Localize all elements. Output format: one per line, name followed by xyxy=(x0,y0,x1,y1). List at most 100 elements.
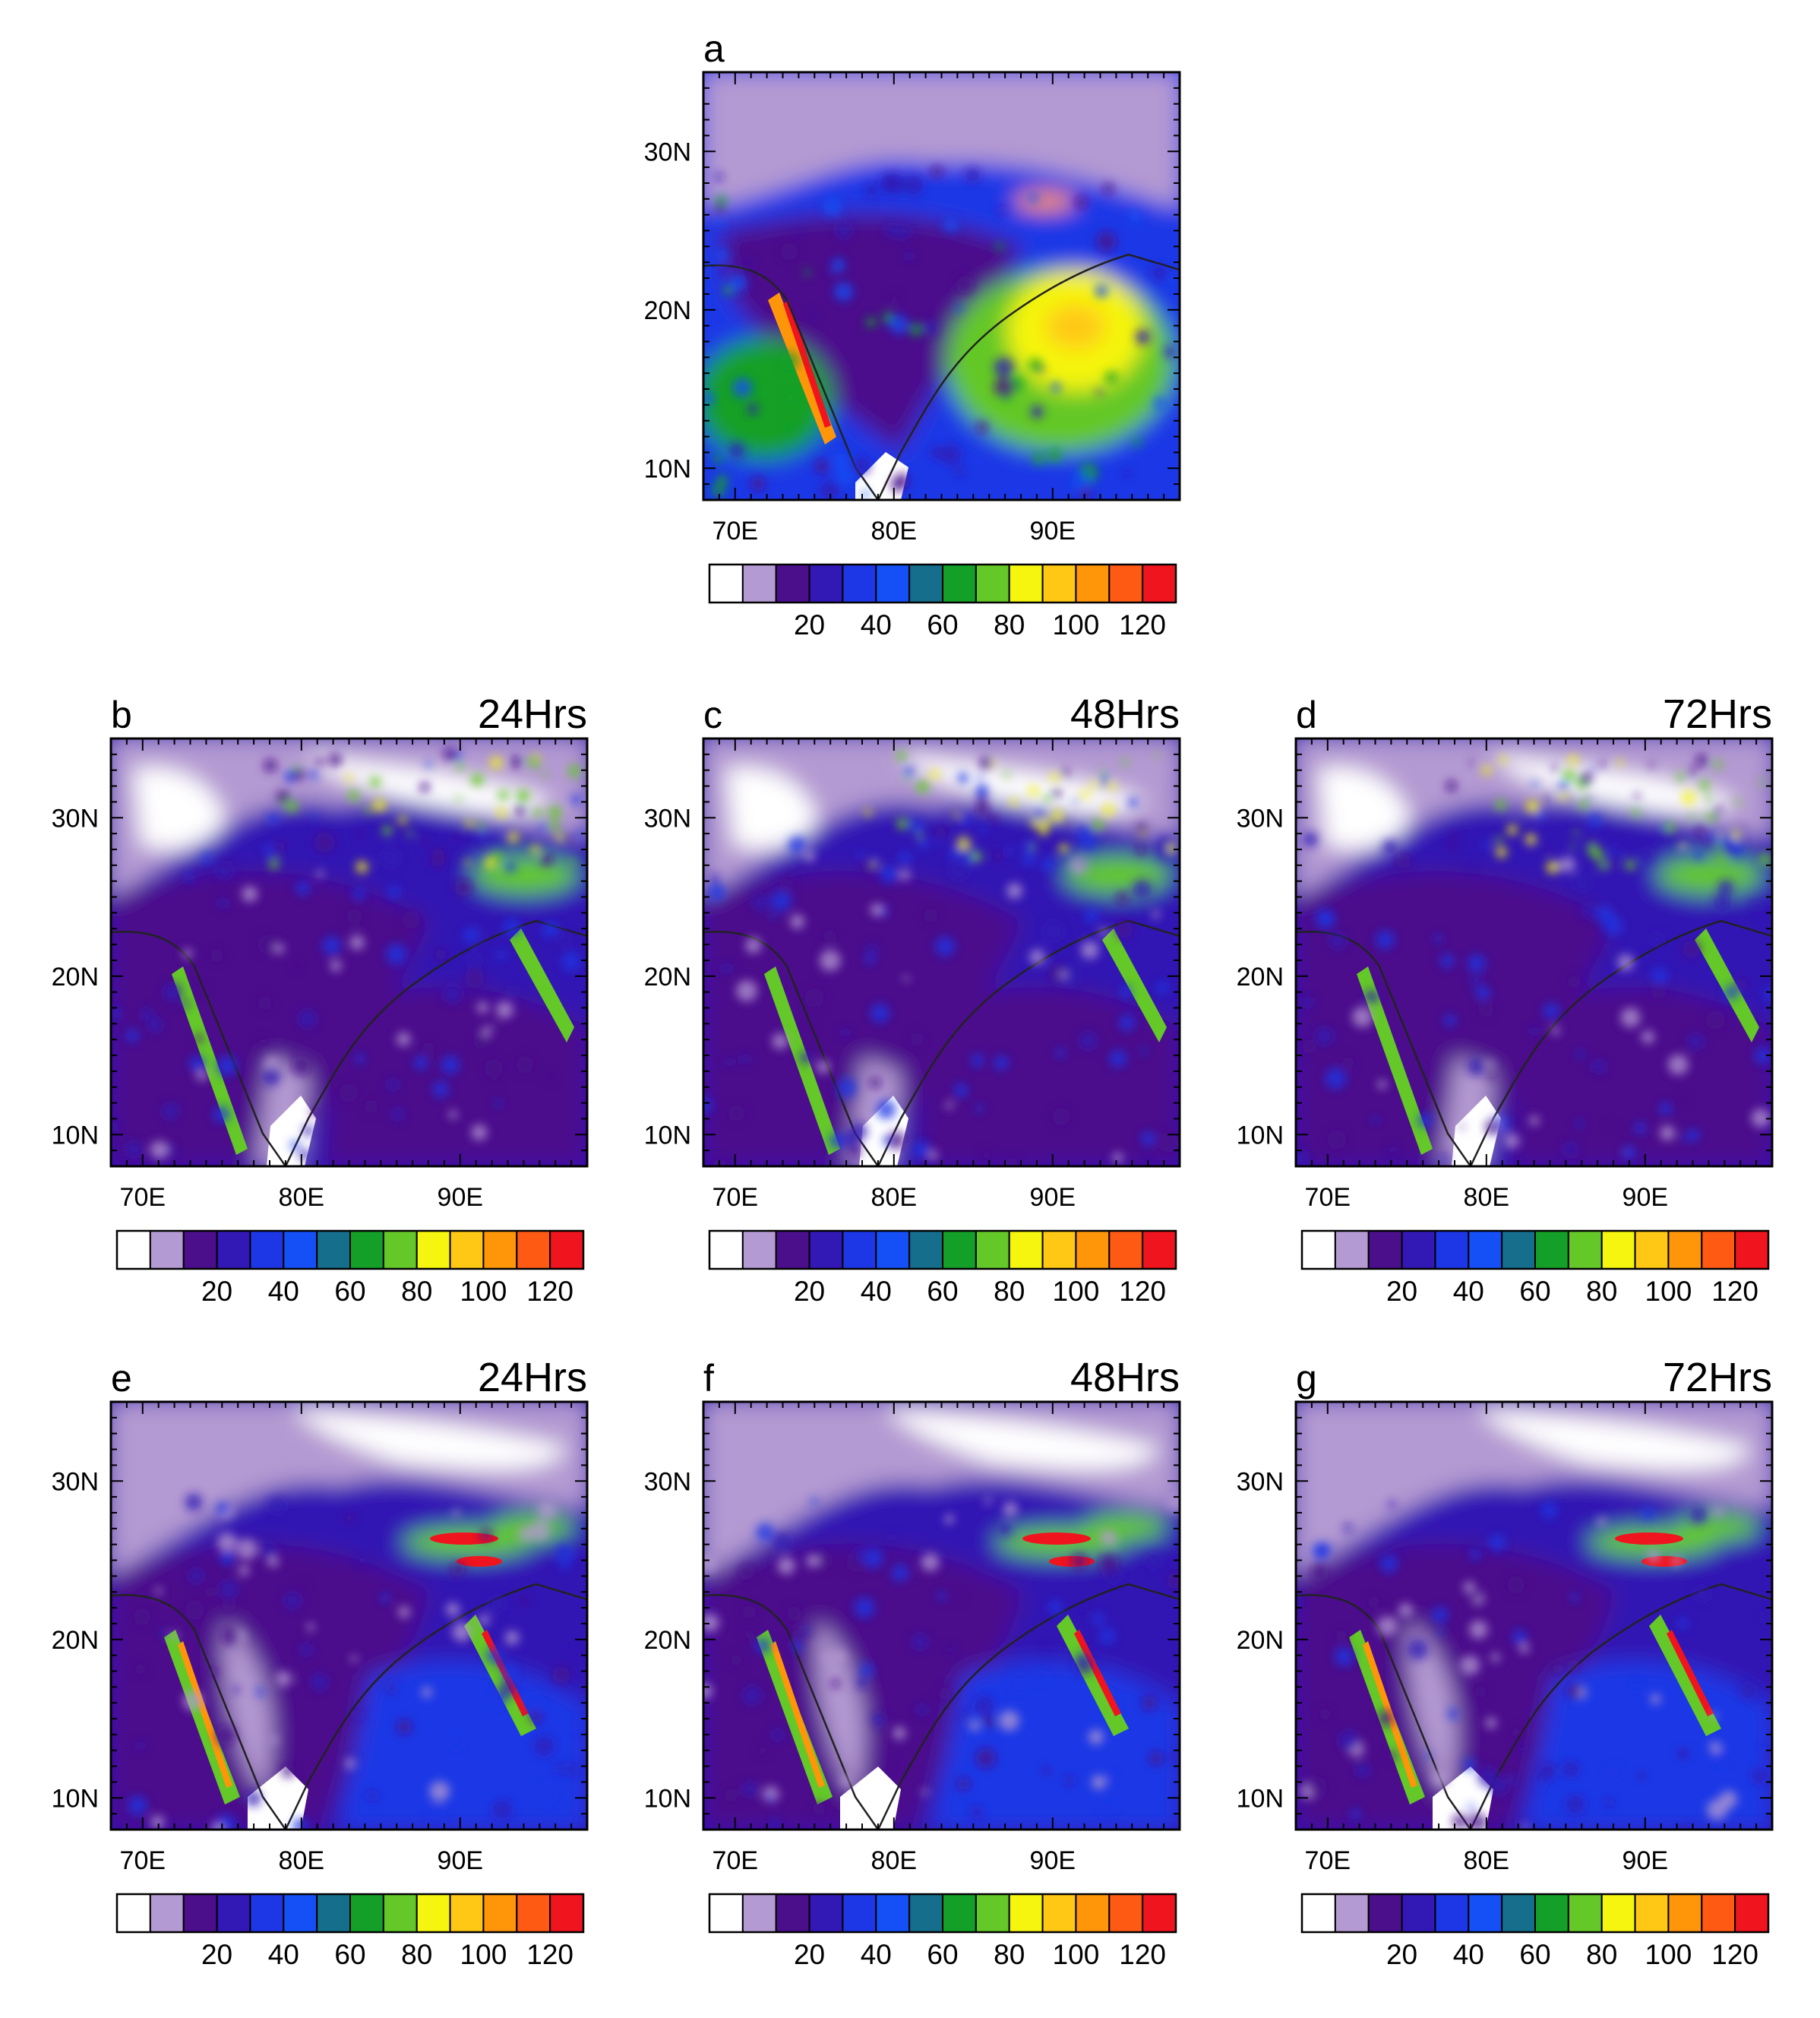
texture-dot xyxy=(726,963,733,970)
texture-dot xyxy=(987,1719,996,1728)
texture-dot xyxy=(1092,1775,1107,1790)
colorbar-swatch xyxy=(116,1230,151,1270)
texture-dot xyxy=(1301,997,1313,1008)
texture-dot xyxy=(890,477,905,492)
texture-dot xyxy=(397,1032,411,1046)
texture-dot xyxy=(745,937,762,954)
colorbar-swatch xyxy=(1301,1230,1336,1270)
texture-dot xyxy=(150,1140,169,1159)
texture-dot xyxy=(219,1580,239,1599)
texture-dot xyxy=(302,1124,314,1137)
texture-dot xyxy=(1136,823,1148,834)
texture-dot xyxy=(1469,760,1474,766)
colorbar-swatch xyxy=(1041,564,1077,603)
texture-dot xyxy=(895,1760,902,1768)
texture-dot xyxy=(1507,1576,1525,1594)
colorbar-swatch xyxy=(316,1893,351,1933)
east-coast-band xyxy=(510,928,574,1042)
texture-dot xyxy=(490,1691,507,1707)
texture-dot xyxy=(1389,1145,1397,1153)
texture-dot xyxy=(1603,916,1623,936)
texture-dot xyxy=(196,1069,208,1081)
texture-dot xyxy=(456,795,462,802)
texture-dot xyxy=(1051,809,1063,822)
texture-dot xyxy=(1651,984,1666,999)
texture-dot xyxy=(1354,1762,1370,1778)
colorbar-label: 100 xyxy=(1053,1276,1100,1307)
texture-dot xyxy=(201,852,212,864)
texture-dot xyxy=(1521,1823,1529,1830)
colorbar-swatch xyxy=(116,1893,151,1933)
texture-dot xyxy=(957,1777,971,1791)
texture-dot xyxy=(880,865,899,884)
texture-dot xyxy=(269,1735,278,1744)
texture-dot xyxy=(322,936,342,956)
texture-dot xyxy=(712,483,725,498)
texture-dot xyxy=(468,952,482,966)
texture-dot xyxy=(498,830,504,836)
y-tick-label: 20N xyxy=(52,963,99,992)
texture-dot xyxy=(1729,841,1745,857)
bay-region xyxy=(916,986,1180,1166)
texture-dot xyxy=(540,852,554,866)
texture-dot xyxy=(1581,903,1597,919)
northern-low-region xyxy=(703,72,1180,209)
texture-dot xyxy=(1570,1593,1579,1602)
texture-dot xyxy=(1607,1122,1615,1130)
texture-dot xyxy=(930,445,943,460)
colorbar-swatch xyxy=(283,1893,318,1933)
texture-dot xyxy=(1519,1643,1530,1653)
colorbar-swatch xyxy=(349,1893,384,1933)
field-texture xyxy=(703,751,1180,1166)
texture-dot xyxy=(1559,856,1575,873)
texture-dot xyxy=(1639,1773,1646,1779)
texture-dot xyxy=(1641,1507,1655,1520)
texture-dot xyxy=(724,1789,738,1802)
texture-dot xyxy=(1070,856,1089,875)
colorbar-swatch xyxy=(1701,1893,1736,1933)
colorbar-swatch xyxy=(1534,1893,1569,1933)
colorbar-swatch xyxy=(808,1230,844,1270)
texture-dot xyxy=(1166,1492,1180,1513)
panels-group: 10N 20N 30N 70E 80E 90E a 20 40 60 80 100 120 10N 20N 3… xyxy=(52,27,1774,1970)
texture-dot xyxy=(1043,1767,1051,1775)
texture-dot xyxy=(1075,196,1088,209)
texture-dot xyxy=(1059,965,1081,987)
texture-dot xyxy=(931,166,943,179)
texture-dot xyxy=(1632,1681,1641,1690)
texture-dot xyxy=(831,258,845,272)
texture-dot xyxy=(725,1058,734,1067)
texture-dot xyxy=(1003,1501,1018,1517)
colorbar-swatch xyxy=(1108,1230,1144,1270)
texture-dot xyxy=(814,459,829,474)
texture-dot xyxy=(236,1539,258,1560)
texture-dot xyxy=(869,1077,882,1089)
colorbar-frame xyxy=(708,1229,1177,1270)
texture-dot xyxy=(762,1786,779,1803)
texture-dot xyxy=(1740,1683,1756,1700)
colorbar-swatch xyxy=(842,1893,877,1933)
colorbar-swatch xyxy=(942,1893,977,1933)
texture-dot xyxy=(703,1553,717,1574)
texture-dot xyxy=(492,1800,513,1820)
texture-dot xyxy=(1543,795,1550,802)
texture-dot xyxy=(194,1033,204,1043)
texture-dot xyxy=(750,476,766,492)
colorbar-swatch xyxy=(908,564,943,603)
colorbar-label: 120 xyxy=(526,1276,573,1307)
y-tick-label: 30N xyxy=(644,138,691,166)
colorbar-label: 20 xyxy=(794,609,825,641)
texture-dot xyxy=(352,1710,363,1721)
texture-dot xyxy=(943,218,959,232)
texture-dot xyxy=(1007,847,1015,855)
texture-dot xyxy=(268,859,280,870)
colorbar-swatch xyxy=(482,1893,518,1933)
texture-dot xyxy=(1140,1047,1148,1055)
texture-dot xyxy=(1447,1708,1458,1719)
texture-dot xyxy=(1698,780,1710,791)
texture-dot xyxy=(1437,1628,1445,1636)
colorbar-swatch xyxy=(808,1893,844,1933)
texture-dot xyxy=(1060,970,1068,979)
texture-dot xyxy=(1118,1014,1135,1031)
texture-dot xyxy=(422,1042,435,1055)
